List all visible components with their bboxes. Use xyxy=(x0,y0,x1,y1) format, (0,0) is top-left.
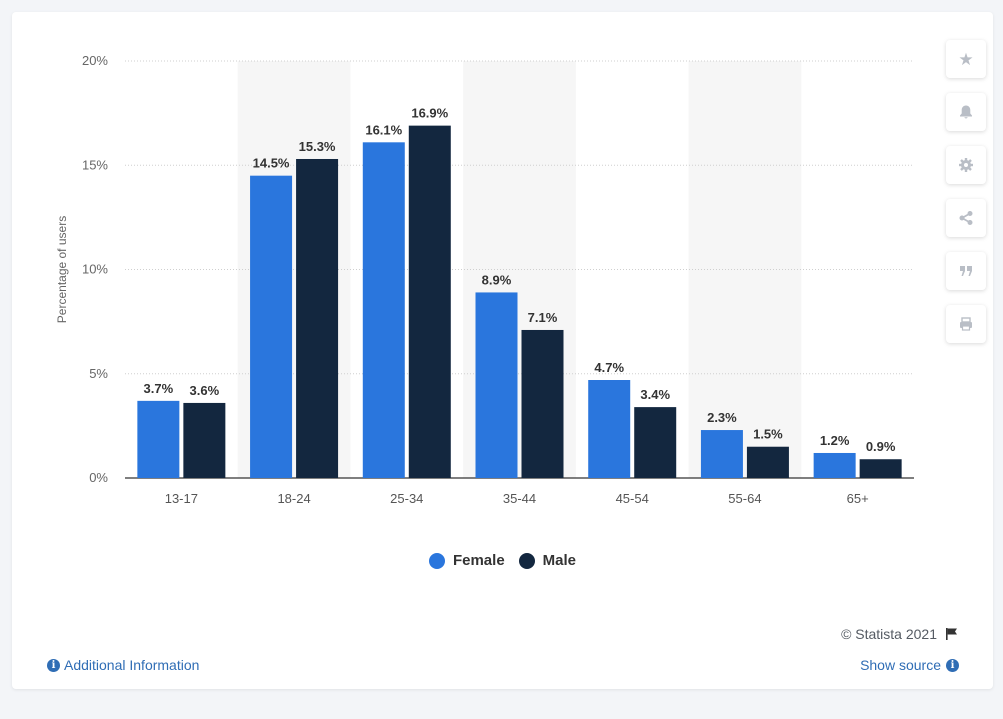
data-label: 15.3% xyxy=(299,139,336,154)
share-icon xyxy=(959,211,973,225)
data-label: 14.5% xyxy=(253,156,290,171)
bar-female xyxy=(813,452,856,478)
x-tick-label: 35-44 xyxy=(503,491,536,506)
bar-male xyxy=(296,158,339,478)
x-tick-label: 18-24 xyxy=(277,491,310,506)
bar-female xyxy=(700,430,743,478)
favorite-button[interactable]: ★ xyxy=(946,40,986,78)
data-label: 3.6% xyxy=(190,383,220,398)
data-label: 16.9% xyxy=(411,106,448,121)
print-icon xyxy=(960,317,972,331)
info-icon: i xyxy=(946,658,959,672)
share-button[interactable] xyxy=(946,199,986,237)
x-tick-label: 13-17 xyxy=(165,491,198,506)
legend-item-male[interactable]: Male xyxy=(518,552,577,569)
copyright-text: © Statista 2021 xyxy=(841,626,937,642)
data-label: 3.7% xyxy=(144,381,174,396)
bar-female xyxy=(475,292,518,478)
data-label: 1.2% xyxy=(820,433,850,448)
y-tick-label: 15% xyxy=(82,157,108,172)
legend-item-female[interactable]: Female xyxy=(428,552,505,569)
bar-male xyxy=(408,125,451,478)
copyright-notice: © Statista 2021 xyxy=(841,626,959,642)
bar-male xyxy=(183,402,226,478)
print-button[interactable] xyxy=(946,305,986,343)
y-tick-label: 10% xyxy=(82,262,108,277)
show-source-link[interactable]: Show source i xyxy=(860,657,959,673)
chart-card: 0% 5% 10% 15% 20% Percentage of users 3.7% 3.6%… xyxy=(12,12,993,689)
legend-label-female: Female xyxy=(452,552,505,569)
bell-icon xyxy=(960,105,972,119)
quote-icon xyxy=(960,266,972,276)
category-band xyxy=(688,61,802,478)
bar-female xyxy=(588,380,631,478)
data-label: 8.9% xyxy=(482,272,512,287)
x-tick-label: 55-64 xyxy=(728,491,761,506)
x-tick-label: 25-34 xyxy=(390,491,423,506)
settings-button[interactable] xyxy=(946,146,986,184)
bar-male xyxy=(521,329,564,478)
show-source-label: Show source xyxy=(860,657,941,673)
flag-icon[interactable] xyxy=(945,627,959,641)
y-tick-label: 20% xyxy=(82,53,108,68)
y-tick-label: 5% xyxy=(89,366,108,381)
gear-icon xyxy=(959,158,973,172)
bar-male xyxy=(746,446,789,478)
legend-label-male: Male xyxy=(542,552,577,569)
cite-button[interactable] xyxy=(946,252,986,290)
bar-male xyxy=(634,407,677,478)
y-axis-title: Percentage of users xyxy=(55,216,69,323)
notification-button[interactable] xyxy=(946,93,986,131)
x-tick-label: 65+ xyxy=(847,491,869,506)
data-label: 2.3% xyxy=(707,410,737,425)
bar-female xyxy=(250,175,293,479)
additional-information-label: Additional Information xyxy=(64,657,200,673)
data-label: 4.7% xyxy=(594,360,624,375)
bar-male xyxy=(859,459,902,478)
additional-information-link[interactable]: i Additional Information xyxy=(47,657,199,673)
legend-marker-male xyxy=(518,552,535,569)
star-icon: ★ xyxy=(958,49,974,69)
toolbar: ★ xyxy=(946,40,990,358)
data-label: 7.1% xyxy=(528,310,558,325)
chart-legend: Female Male xyxy=(12,552,993,569)
legend-marker-female xyxy=(428,552,445,569)
bar-chart: 0% 5% 10% 15% 20% Percentage of users 3.7% 3.6%… xyxy=(55,53,914,506)
x-tick-label: 45-54 xyxy=(616,491,649,506)
data-label: 1.5% xyxy=(753,427,783,442)
data-label: 0.9% xyxy=(866,439,896,454)
info-icon: i xyxy=(47,658,60,672)
y-tick-label: 0% xyxy=(89,470,108,485)
bar-female xyxy=(137,400,180,478)
bar-female xyxy=(362,142,405,478)
data-label: 16.1% xyxy=(365,122,402,137)
data-label: 3.4% xyxy=(640,387,670,402)
